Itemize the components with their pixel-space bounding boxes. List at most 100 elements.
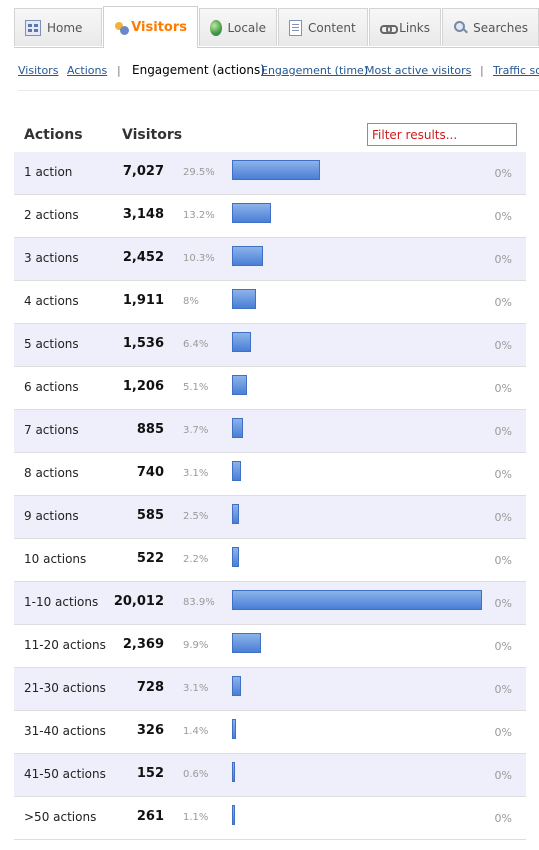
row-label: 9 actions: [24, 509, 79, 523]
row-label: 4 actions: [24, 294, 79, 308]
row-bar: [232, 633, 261, 653]
row-visitors-value: 2,452: [122, 250, 164, 265]
row-percent: 3.1%: [183, 468, 209, 479]
link-icon: [380, 20, 399, 36]
row-label: 21-30 actions: [24, 681, 106, 695]
row-bar: [232, 805, 235, 825]
tab-locale-label: Locale: [227, 20, 266, 35]
tab-home[interactable]: Home: [14, 8, 102, 46]
row-percent: 29.5%: [183, 167, 215, 178]
globe-icon: [210, 19, 222, 36]
row-change: 0%: [494, 253, 512, 266]
row-bar: [232, 504, 239, 524]
row-label: 31-40 actions: [24, 724, 106, 738]
row-bar: [232, 461, 241, 481]
subnav-most-active-link[interactable]: Most active visitors: [365, 64, 472, 77]
row-change: 0%: [494, 511, 512, 524]
tab-visitors[interactable]: Visitors: [103, 6, 198, 48]
row-change: 0%: [494, 210, 512, 223]
magnifier-icon: [453, 20, 467, 36]
row-bar: [232, 375, 247, 395]
subnav-engagement-time-link[interactable]: Engagement (time): [261, 64, 369, 77]
table-row: 7 actions 885 3.7% 0%: [14, 410, 526, 453]
row-percent: 0.6%: [183, 769, 209, 780]
row-change: 0%: [494, 339, 512, 352]
divider: [18, 90, 539, 91]
row-percent: 10.3%: [183, 253, 215, 264]
filter-results-input[interactable]: [367, 123, 517, 146]
row-percent: 5.1%: [183, 382, 209, 393]
table-row: 10 actions 522 2.2% 0%: [14, 539, 526, 582]
tab-locale[interactable]: Locale: [199, 8, 277, 46]
subnav-separator: |: [117, 64, 121, 77]
row-visitors-value: 2,369: [122, 637, 164, 652]
row-bar: [232, 418, 243, 438]
row-visitors-value: 261: [136, 809, 164, 824]
row-change: 0%: [494, 382, 512, 395]
row-visitors-value: 7,027: [122, 164, 164, 179]
row-percent: 3.7%: [183, 425, 209, 436]
row-visitors-value: 885: [136, 422, 164, 437]
table-row: 21-30 actions 728 3.1% 0%: [14, 668, 526, 711]
row-change: 0%: [494, 425, 512, 438]
table-row: 41-50 actions 152 0.6% 0%: [14, 754, 526, 797]
row-visitors-value: 740: [136, 465, 164, 480]
row-label: 10 actions: [24, 552, 87, 566]
row-visitors-value: 728: [136, 680, 164, 695]
row-change: 0%: [494, 597, 512, 610]
row-percent: 2.2%: [183, 554, 209, 565]
row-bar: [232, 590, 482, 610]
tab-searches[interactable]: Searches: [442, 8, 539, 46]
row-bar: [232, 332, 251, 352]
row-visitors-value: 585: [136, 508, 164, 523]
column-header-actions: Actions: [24, 127, 83, 143]
home-icon: [25, 19, 41, 36]
table-row: 3 actions 2,452 10.3% 0%: [14, 238, 526, 281]
row-bar: [232, 246, 263, 266]
table-row: 1-10 actions 20,012 83.9% 0%: [14, 582, 526, 625]
row-label: 41-50 actions: [24, 767, 106, 781]
row-label: 2 actions: [24, 208, 79, 222]
row-percent: 1.1%: [183, 812, 209, 823]
sub-navigation: Visitors Actions | Engagement (actions) …: [18, 64, 539, 80]
table-row: 1 action 7,027 29.5% 0%: [14, 152, 526, 195]
row-label: 11-20 actions: [24, 638, 106, 652]
table-row: 11-20 actions 2,369 9.9% 0%: [14, 625, 526, 668]
row-label: 7 actions: [24, 423, 79, 437]
row-visitors-value: 1,206: [122, 379, 164, 394]
row-change: 0%: [494, 468, 512, 481]
row-label: >50 actions: [24, 810, 97, 824]
table-row: 8 actions 740 3.1% 0%: [14, 453, 526, 496]
page-icon: [289, 19, 302, 36]
row-percent: 9.9%: [183, 640, 209, 651]
row-change: 0%: [494, 296, 512, 309]
tab-content[interactable]: Content: [278, 8, 368, 46]
subnav-actions-link[interactable]: Actions: [67, 64, 108, 77]
tab-bar: Home Visitors Locale Content Links Searc…: [14, 6, 539, 48]
row-bar: [232, 289, 256, 309]
row-label: 6 actions: [24, 380, 79, 394]
subnav-traffic-link[interactable]: Traffic so: [493, 64, 539, 77]
row-percent: 83.9%: [183, 597, 215, 608]
table-row: 5 actions 1,536 6.4% 0%: [14, 324, 526, 367]
row-percent: 3.1%: [183, 683, 209, 694]
table-row: 6 actions 1,206 5.1% 0%: [14, 367, 526, 410]
row-bar: [232, 762, 235, 782]
row-change: 0%: [494, 167, 512, 180]
row-visitors-value: 3,148: [122, 207, 164, 222]
row-change: 0%: [494, 683, 512, 696]
row-percent: 8%: [183, 296, 199, 307]
table-row: 4 actions 1,911 8% 0%: [14, 281, 526, 324]
row-visitors-value: 152: [136, 766, 164, 781]
row-change: 0%: [494, 554, 512, 567]
row-visitors-value: 326: [136, 723, 164, 738]
row-bar: [232, 160, 320, 180]
row-label: 3 actions: [24, 251, 79, 265]
row-label: 5 actions: [24, 337, 79, 351]
row-visitors-value: 1,536: [122, 336, 164, 351]
subnav-visitors-link[interactable]: Visitors: [18, 64, 59, 77]
row-percent: 6.4%: [183, 339, 209, 350]
row-visitors-value: 522: [136, 551, 164, 566]
tab-links[interactable]: Links: [369, 8, 441, 46]
tab-searches-label: Searches: [473, 20, 528, 35]
